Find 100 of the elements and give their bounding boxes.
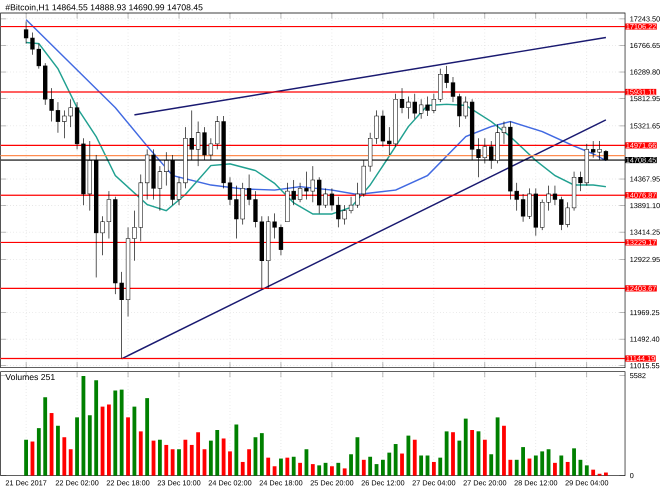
bar <box>591 470 596 476</box>
bar <box>30 442 34 476</box>
bar <box>113 390 118 476</box>
bar <box>362 460 366 476</box>
bar <box>546 449 550 476</box>
bar <box>482 440 487 476</box>
bar <box>120 390 124 476</box>
bar <box>190 445 194 476</box>
bar <box>400 454 404 476</box>
candlestick <box>68 99 73 128</box>
candlestick <box>418 99 424 120</box>
bar <box>496 418 500 476</box>
bar <box>260 433 264 476</box>
bar <box>228 452 232 476</box>
bar <box>272 466 276 476</box>
bar <box>75 418 79 476</box>
bar <box>68 449 73 476</box>
bar <box>126 418 130 476</box>
bar <box>514 460 519 476</box>
candlestick <box>119 272 124 360</box>
candlestick <box>387 127 392 156</box>
bar <box>107 404 111 476</box>
candlestick <box>444 66 449 89</box>
bar <box>285 458 290 476</box>
candlestick <box>62 110 66 139</box>
bar <box>387 452 392 476</box>
bar <box>426 456 430 476</box>
bar <box>559 456 564 476</box>
bar <box>438 458 442 476</box>
bar <box>489 454 494 476</box>
bar <box>534 456 538 476</box>
bar <box>566 462 570 476</box>
candlestick <box>310 166 315 203</box>
candlestick <box>36 43 42 70</box>
bar <box>279 458 283 476</box>
line-series <box>25 42 607 215</box>
candlestick <box>464 96 468 120</box>
bar <box>177 449 181 476</box>
bar <box>310 464 315 476</box>
bar <box>254 437 258 476</box>
bar <box>457 440 462 476</box>
bar <box>368 456 372 476</box>
bar <box>292 456 296 476</box>
bar <box>604 472 608 476</box>
bar <box>374 464 378 476</box>
bar <box>202 449 206 476</box>
bar <box>521 447 525 476</box>
bar <box>88 415 92 476</box>
bar <box>476 432 480 476</box>
bar <box>584 466 589 476</box>
bar <box>24 440 28 476</box>
bar <box>82 376 86 476</box>
bar <box>508 460 512 476</box>
bar <box>324 463 328 476</box>
candlestick <box>234 185 239 240</box>
bar <box>540 452 544 476</box>
bar <box>132 406 136 476</box>
bar <box>380 460 385 476</box>
bar <box>412 440 417 476</box>
bar <box>304 449 308 476</box>
bar <box>222 438 226 476</box>
bar <box>298 463 302 476</box>
bar <box>196 432 200 476</box>
candlestick <box>215 116 220 150</box>
bar <box>183 440 188 476</box>
bar <box>215 430 220 476</box>
bar <box>247 449 252 476</box>
bar <box>528 458 532 476</box>
bar <box>394 444 398 476</box>
bar <box>145 398 150 476</box>
candlestick <box>292 180 296 206</box>
candlestick <box>450 76 456 103</box>
candlestick <box>425 96 430 117</box>
candlestick <box>342 204 347 226</box>
bar <box>432 462 436 476</box>
candlestick <box>432 94 436 114</box>
bar <box>138 432 143 476</box>
bar <box>240 462 245 476</box>
bar <box>572 448 576 476</box>
bar <box>234 424 238 476</box>
bar <box>356 437 360 476</box>
bar <box>94 380 98 476</box>
bar <box>336 463 340 476</box>
candlestick <box>566 202 570 228</box>
bar <box>464 418 468 476</box>
bar <box>164 445 168 476</box>
bar <box>330 466 334 476</box>
bar <box>43 397 48 476</box>
bar <box>349 454 353 476</box>
bar <box>317 466 322 476</box>
bar <box>56 426 60 476</box>
chart-title: Volumes 251 <box>5 374 55 380</box>
bar <box>36 428 41 476</box>
bar <box>578 460 582 476</box>
bar <box>342 468 347 476</box>
bar <box>406 436 410 476</box>
bar <box>444 432 449 476</box>
bar <box>451 432 455 476</box>
bar <box>100 406 104 476</box>
candlestick <box>176 177 182 206</box>
